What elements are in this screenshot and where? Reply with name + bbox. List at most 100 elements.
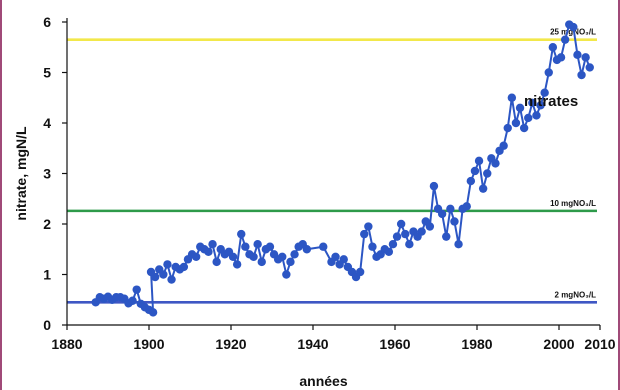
data-point bbox=[249, 252, 258, 262]
data-point bbox=[491, 159, 500, 168]
data-point bbox=[360, 229, 369, 239]
data-point bbox=[515, 103, 525, 113]
data-point bbox=[429, 181, 439, 191]
data-point bbox=[286, 257, 295, 267]
data-point bbox=[470, 166, 480, 176]
axes bbox=[66, 18, 600, 326]
data-point bbox=[384, 247, 394, 256]
data-point bbox=[159, 270, 168, 279]
data-point bbox=[212, 257, 221, 267]
x-ticks: 1880 1900 1920 1940 1960 1980 2000 2010 bbox=[51, 325, 616, 352]
data-point bbox=[278, 252, 287, 262]
data-point bbox=[179, 262, 189, 272]
data-point bbox=[253, 240, 262, 249]
data-point bbox=[450, 217, 459, 226]
reference-line-label: 10 mgNO₃/L bbox=[550, 199, 596, 208]
data-point bbox=[237, 229, 246, 239]
data-point bbox=[581, 53, 590, 62]
right-frame-border bbox=[618, 0, 620, 390]
x-tick-label: 1960 bbox=[379, 336, 410, 352]
data-point bbox=[163, 260, 172, 269]
data-point bbox=[401, 229, 410, 239]
series-label-nitrates: nitrates bbox=[524, 93, 578, 110]
y-axis-title: nitrate, mgN/L bbox=[13, 126, 29, 221]
left-frame-border bbox=[0, 0, 2, 390]
y-tick-label: 1 bbox=[43, 267, 51, 283]
x-tick-label: 1880 bbox=[51, 336, 82, 352]
data-point bbox=[483, 169, 492, 178]
data-point bbox=[241, 242, 250, 251]
data-point bbox=[368, 242, 377, 251]
data-point bbox=[355, 267, 365, 277]
x-tick-label: 1920 bbox=[215, 336, 246, 352]
x-tick-label: 1940 bbox=[297, 336, 328, 352]
x-axis-title: années bbox=[299, 373, 347, 389]
data-point bbox=[128, 296, 137, 305]
data-point bbox=[528, 98, 537, 108]
data-point bbox=[519, 123, 529, 133]
data-point bbox=[396, 219, 406, 229]
data-point bbox=[437, 209, 447, 219]
data-point bbox=[556, 53, 566, 62]
data-point bbox=[462, 202, 471, 211]
y-tick-label: 3 bbox=[43, 166, 51, 182]
data-point bbox=[499, 141, 508, 150]
y-tick-label: 4 bbox=[43, 115, 51, 131]
data-point bbox=[417, 227, 426, 236]
data-point bbox=[265, 242, 275, 251]
data-point bbox=[425, 222, 435, 231]
series-layer bbox=[91, 20, 594, 317]
data-point bbox=[573, 50, 582, 60]
data-point bbox=[548, 43, 558, 52]
data-point bbox=[446, 204, 455, 214]
data-point bbox=[560, 35, 570, 44]
data-point bbox=[466, 176, 476, 186]
data-point bbox=[364, 222, 373, 231]
data-point bbox=[442, 232, 451, 241]
data-point bbox=[503, 123, 512, 133]
data-point bbox=[569, 22, 578, 32]
data-point bbox=[388, 240, 398, 249]
data-point bbox=[405, 240, 414, 249]
data-point bbox=[507, 93, 517, 102]
y-tick-label: 5 bbox=[43, 65, 51, 81]
data-point bbox=[536, 101, 545, 110]
data-point bbox=[577, 70, 586, 80]
y-tick-label: 6 bbox=[43, 14, 51, 30]
reference-line-label: 25 mgNO₃/L bbox=[550, 28, 596, 37]
reference-lines: 25 mgNO₃/L 10 mgNO₃/L 2 mgNO₃/L bbox=[67, 28, 597, 304]
data-point bbox=[290, 250, 299, 259]
y-tick-label: 2 bbox=[43, 216, 51, 232]
data-point bbox=[544, 68, 553, 77]
data-point bbox=[228, 252, 238, 262]
data-point bbox=[232, 260, 242, 269]
data-point bbox=[148, 308, 158, 317]
data-point bbox=[167, 275, 176, 284]
x-tick-label: 1980 bbox=[461, 336, 492, 352]
data-point bbox=[331, 252, 340, 262]
reference-line-label: 2 mgNO₃/L bbox=[555, 290, 597, 299]
y-tick-label: 0 bbox=[43, 317, 51, 333]
data-point bbox=[319, 242, 328, 251]
data-point bbox=[540, 88, 549, 97]
data-point bbox=[257, 257, 266, 267]
data-point bbox=[132, 285, 141, 294]
data-point bbox=[150, 272, 160, 282]
x-tick-label: 1900 bbox=[133, 336, 164, 352]
data-point bbox=[191, 252, 201, 262]
data-point bbox=[585, 63, 594, 72]
data-point bbox=[302, 245, 312, 254]
x-tick-label: 2000 bbox=[543, 336, 574, 352]
data-point bbox=[339, 255, 348, 264]
data-point bbox=[511, 118, 521, 128]
y-ticks: 0 1 2 3 4 5 6 bbox=[43, 14, 67, 333]
data-point bbox=[282, 270, 291, 279]
data-point bbox=[454, 240, 463, 249]
data-point bbox=[532, 111, 541, 120]
data-point bbox=[208, 240, 217, 249]
data-point bbox=[478, 184, 488, 193]
series-line-nitrates bbox=[94, 23, 591, 314]
data-point bbox=[392, 232, 402, 241]
data-point bbox=[524, 113, 533, 123]
